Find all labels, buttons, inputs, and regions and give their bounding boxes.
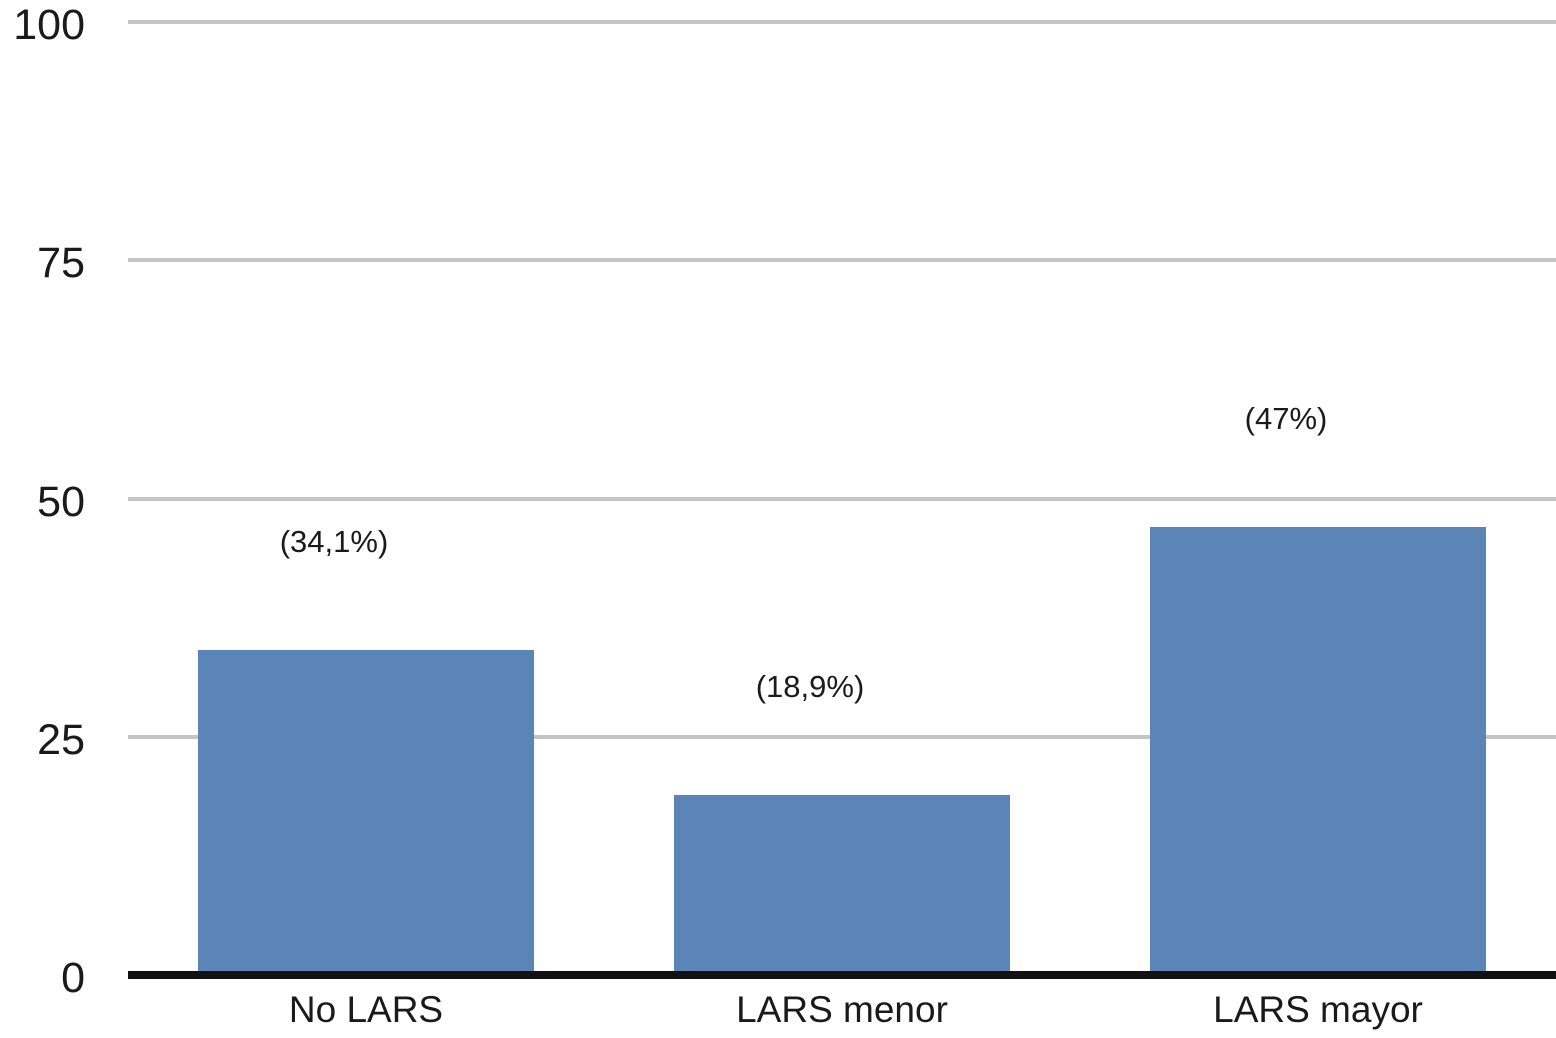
x-axis-line: [128, 971, 1556, 979]
y-axis-tick-label: 25: [37, 715, 85, 764]
gridline: [128, 20, 1556, 24]
y-axis-tick-label: 0: [61, 954, 85, 1002]
gridline: [128, 734, 1556, 739]
bar-value-label: (18,9%): [755, 668, 865, 704]
x-axis-category-label: LARS mayor: [1213, 989, 1423, 1030]
bar: [198, 650, 534, 975]
y-axis-tick-label: 100: [13, 1, 85, 49]
bar-value-label: (47%): [1244, 401, 1328, 437]
gridline: [128, 258, 1556, 263]
y-axis-tick-label: 75: [37, 239, 85, 288]
y-axis-tick-label: 50: [37, 477, 85, 526]
gridline: [128, 496, 1556, 501]
bar: [1150, 527, 1486, 975]
bar-value-label: (34,1%): [279, 524, 389, 560]
bar: [674, 794, 1010, 975]
x-axis-category-label: LARS menor: [736, 989, 948, 1030]
x-axis-category-label: No LARS: [288, 989, 444, 1030]
